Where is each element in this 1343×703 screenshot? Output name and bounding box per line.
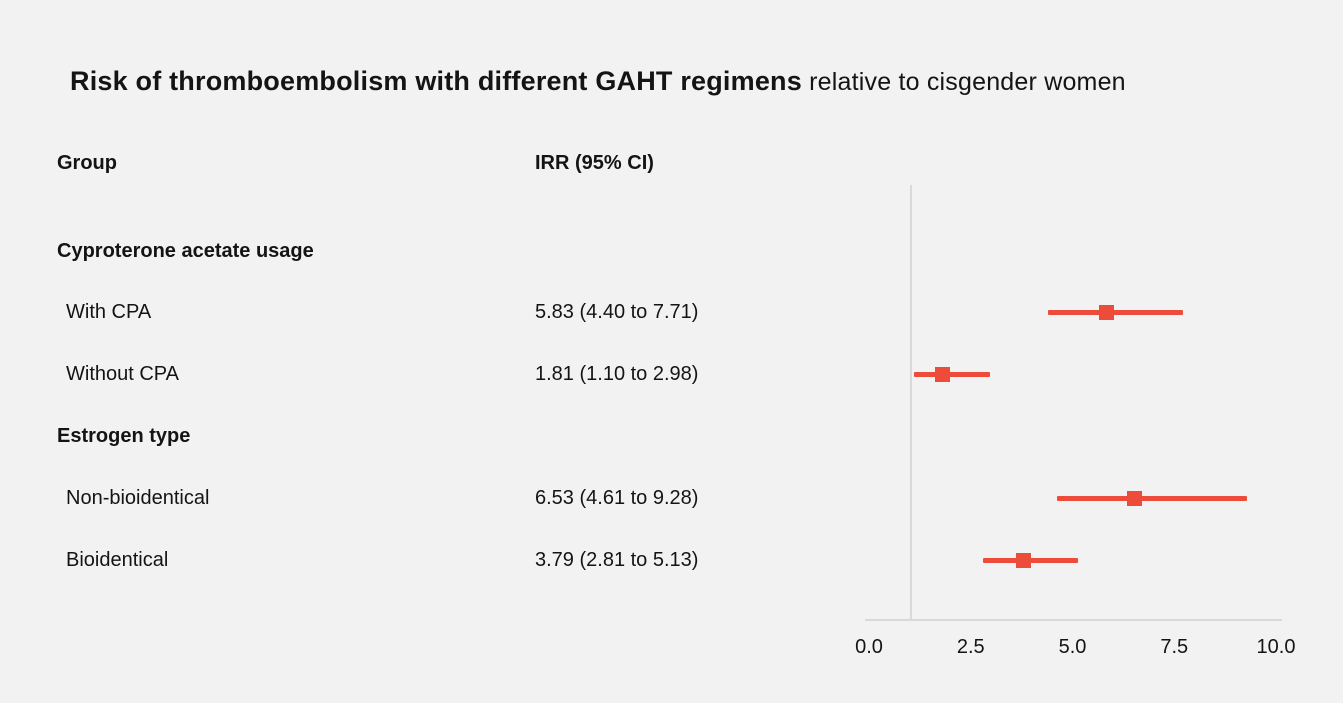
reference-line bbox=[909, 185, 912, 621]
chart-title-main: Risk of thromboembolism with different G… bbox=[70, 66, 802, 96]
row-label: With CPA bbox=[66, 301, 152, 323]
point-estimate-marker bbox=[1127, 490, 1143, 506]
irr-value: 5.83 (4.40 to 7.71) bbox=[535, 301, 699, 323]
chart-title: Risk of thromboembolism with different G… bbox=[70, 66, 1126, 97]
ci-line bbox=[1056, 495, 1247, 501]
x-axis-line bbox=[865, 619, 1282, 621]
x-axis-tick-label: 0.0 bbox=[855, 636, 883, 658]
irr-value: 6.53 (4.61 to 9.28) bbox=[535, 487, 699, 509]
group-heading-label: Estrogen type bbox=[57, 425, 191, 447]
plot-area bbox=[865, 185, 1282, 621]
point-estimate-marker bbox=[1098, 304, 1114, 320]
point-estimate-marker bbox=[1015, 552, 1031, 568]
ci-line bbox=[1048, 309, 1183, 315]
row-label: Non-bioidentical bbox=[66, 487, 210, 509]
row-label: Bioidentical bbox=[66, 549, 169, 571]
column-header-group: Group bbox=[57, 152, 117, 174]
x-axis-tick-label: 2.5 bbox=[956, 636, 985, 658]
ci-line bbox=[913, 371, 991, 377]
x-axis-tick-labels: 0.0 2.5 5.0 7.5 10.0 bbox=[855, 636, 1295, 662]
chart-title-suffix: relative to cisgender women bbox=[801, 68, 1126, 96]
column-header-irr: IRR (95% CI) bbox=[535, 152, 654, 174]
irr-value: 1.81 (1.10 to 2.98) bbox=[535, 363, 699, 385]
row-label: Without CPA bbox=[66, 363, 179, 385]
x-axis-tick-label: 5.0 bbox=[1058, 636, 1087, 658]
point-estimate-marker bbox=[935, 366, 951, 382]
x-axis-tick-label: 10.0 bbox=[1256, 636, 1296, 658]
group-heading-label: Cyproterone acetate usage bbox=[57, 240, 314, 262]
irr-value: 3.79 (2.81 to 5.13) bbox=[535, 549, 699, 571]
x-axis-tick-label: 7.5 bbox=[1160, 636, 1189, 658]
